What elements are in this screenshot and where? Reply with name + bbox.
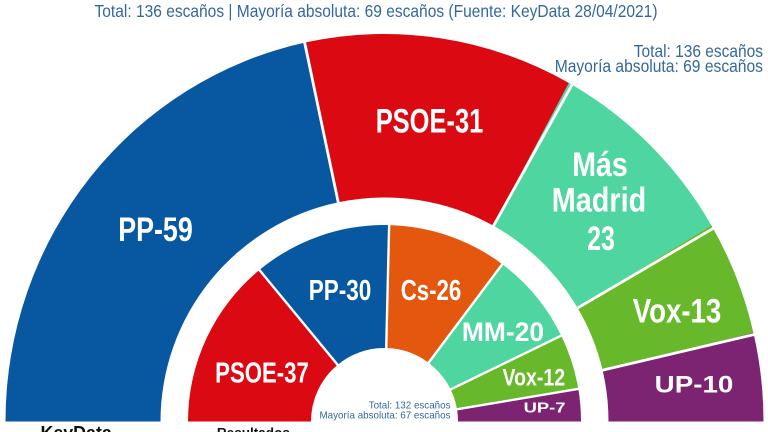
svg-text:Vox-12: Vox-12 [503,364,566,391]
svg-text:PP-30: PP-30 [309,275,372,307]
svg-text:UP-7: UP-7 [524,400,566,417]
svg-text:Mayoría absoluta: 67 escaños: Mayoría absoluta: 67 escaños [320,410,451,421]
svg-text:Más: Más [572,146,628,184]
svg-text:Resultados: Resultados [217,425,290,432]
svg-text:Total: 136 escaños | Mayoría a: Total: 136 escaños | Mayoría absoluta: 6… [95,1,658,21]
svg-text:Vox-13: Vox-13 [633,293,722,331]
svg-text:Total: 136 escaños: Total: 136 escaños [634,41,763,61]
svg-text:Mayoría absoluta: 69 escaños: Mayoría absoluta: 69 escaños [555,56,764,76]
svg-text:MM-20: MM-20 [462,317,544,347]
svg-text:Total: 132 escaños: Total: 132 escaños [369,401,451,412]
svg-text:UP-10: UP-10 [655,371,734,398]
svg-text:PP-59: PP-59 [118,211,193,249]
svg-text:23: 23 [587,220,615,258]
svg-text:PSOE-37: PSOE-37 [215,357,309,389]
svg-text:KeyData: KeyData [41,423,113,432]
svg-text:PSOE-31: PSOE-31 [376,103,484,141]
svg-text:Madrid: Madrid [552,181,646,219]
svg-text:Cs-26: Cs-26 [401,275,462,307]
